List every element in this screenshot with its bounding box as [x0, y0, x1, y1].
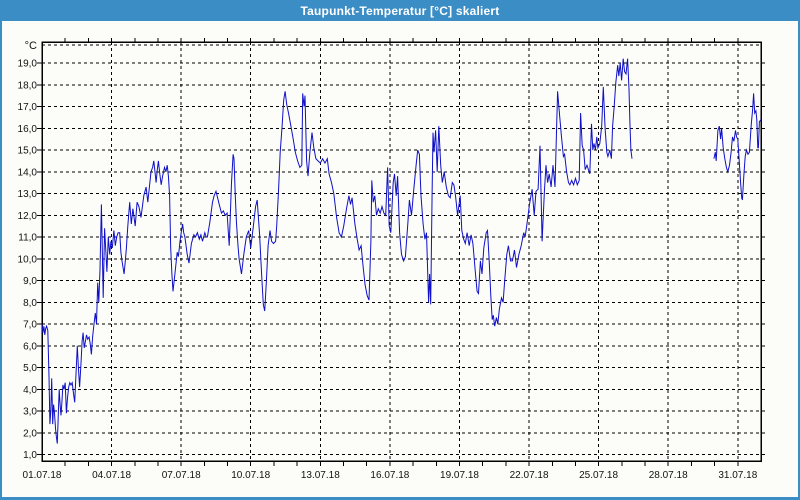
title-bar[interactable]: Taupunkt-Temperatur [°C] skaliert — [0, 0, 800, 21]
window-title: Taupunkt-Temperatur [°C] skaliert — [300, 3, 500, 18]
y-axis-tick-label: 5,0 — [23, 363, 37, 374]
y-axis-tick-label: 17,0 — [18, 102, 38, 113]
y-axis-tick-label: 4,0 — [23, 385, 37, 396]
plot-frame — [41, 41, 762, 462]
temperature-line — [713, 93, 762, 201]
y-axis-unit-label: °C — [25, 40, 37, 52]
y-axis-tick-label: 13,0 — [18, 189, 38, 200]
x-axis-tick-label: 31.07.18 — [718, 470, 757, 481]
y-axis-tick-label: 10,0 — [18, 254, 38, 265]
axis-ticks — [37, 38, 765, 466]
window-border-left — [0, 0, 2, 500]
x-axis-tick-label: 25.07.18 — [579, 470, 618, 481]
y-axis-tick-label: 18,0 — [18, 80, 38, 91]
y-axis-tick-label: 16,0 — [18, 124, 38, 135]
y-axis-tick-label: 15,0 — [18, 146, 38, 157]
x-axis-tick-label: 28.07.18 — [649, 470, 688, 481]
y-axis-tick-label: 3,0 — [23, 407, 37, 418]
x-axis-tick-label: 10.07.18 — [231, 470, 270, 481]
x-axis-tick-label: 01.07.18 — [23, 470, 62, 481]
y-axis-tick-label: 6,0 — [23, 341, 37, 352]
x-axis-tick-label: 16.07.18 — [370, 470, 409, 481]
x-axis-tick-label: 04.07.18 — [92, 470, 131, 481]
x-axis-tick-label: 19.07.18 — [440, 470, 479, 481]
y-axis-tick-label: 8,0 — [23, 298, 37, 309]
x-axis-tick-label: 22.07.18 — [510, 470, 549, 481]
y-axis-tick-label: 9,0 — [23, 276, 37, 287]
window-border-bottom — [0, 497, 800, 500]
y-axis-tick-label: 14,0 — [18, 167, 38, 178]
y-axis-tick-label: 1,0 — [23, 450, 37, 461]
temperature-line — [41, 58, 633, 444]
window-border-right — [798, 0, 800, 500]
y-axis-tick-label: 2,0 — [23, 428, 37, 439]
x-axis-tick-label: 13.07.18 — [301, 470, 340, 481]
y-axis-tick-label: 7,0 — [23, 320, 37, 331]
x-axis-tick-label: 07.07.18 — [162, 470, 201, 481]
y-axis-tick-label: 11,0 — [18, 233, 37, 244]
y-axis-tick-label: 12,0 — [18, 211, 38, 222]
y-axis-tick-label: 19,0 — [18, 59, 38, 70]
